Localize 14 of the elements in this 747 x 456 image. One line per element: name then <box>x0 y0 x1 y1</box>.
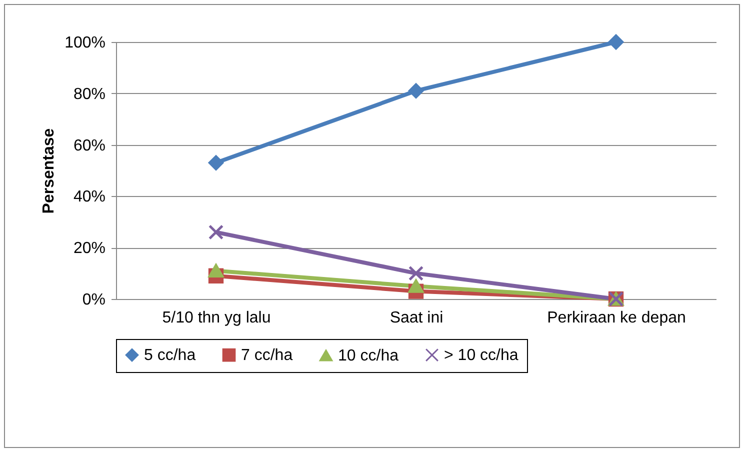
y-tick-label: 0% <box>82 292 106 308</box>
y-tick-label: 40% <box>73 188 106 206</box>
x-tick-label: 5/10 thn yg lalu <box>162 310 271 326</box>
y-tick-label: 20% <box>73 240 106 258</box>
legend-label: 5 cc/ha <box>144 347 196 364</box>
y-tick-label: 100% <box>64 34 106 52</box>
x-tick-label: Perkiraan ke depan <box>547 310 686 326</box>
y-tick-label: 80% <box>73 86 106 103</box>
x-tick-label: Saat ini <box>390 310 444 326</box>
y-axis-title: Persentase <box>40 128 58 214</box>
legend-label: 10 cc/ha <box>338 347 399 364</box>
legend-label: 7 cc/ha <box>241 347 293 364</box>
legend-label: > 10 cc/ha <box>444 347 518 364</box>
y-tick-label: 60% <box>73 137 106 154</box>
